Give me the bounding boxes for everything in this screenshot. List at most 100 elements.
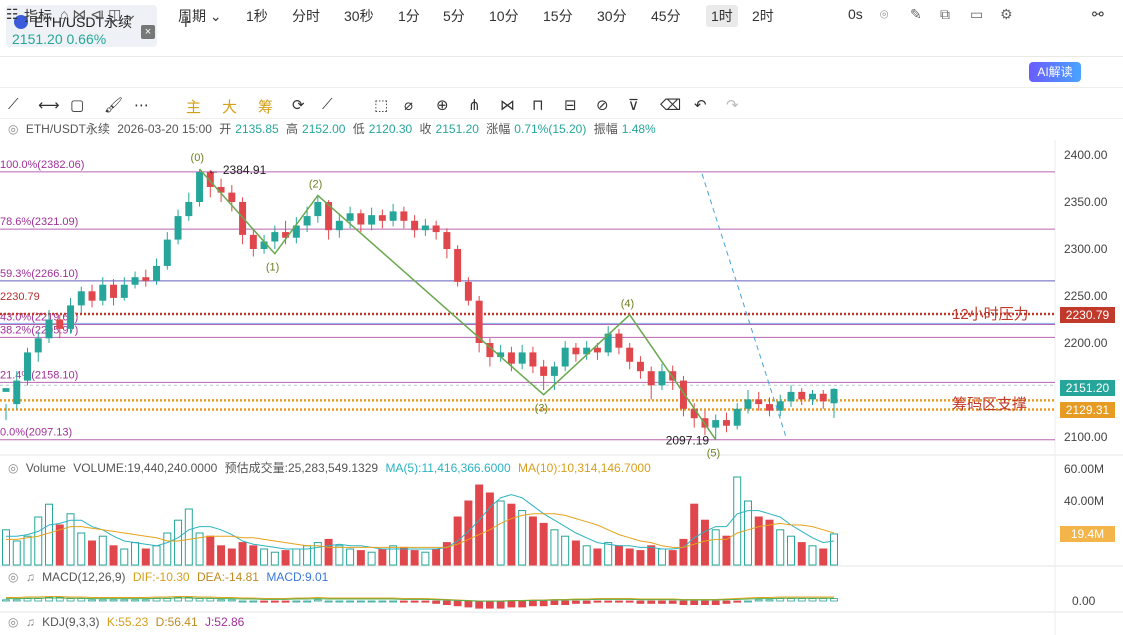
volume-current-tag: 19.4M (1060, 526, 1115, 542)
layout-icon[interactable]: ▭ (970, 6, 984, 22)
candle-body (561, 347, 569, 367)
interval-5[interactable]: 10分 (489, 8, 519, 24)
undo-icon[interactable]: ↶ (694, 97, 707, 114)
main-toggle[interactable]: 主 (186, 99, 202, 116)
candle-body (13, 380, 21, 405)
interval-1[interactable]: 分时 (292, 8, 320, 24)
wave-label: (4) (621, 298, 634, 310)
macd-bar (754, 599, 763, 602)
more-icon[interactable]: ⋯ (134, 97, 149, 114)
indicator-button[interactable]: 指标 (24, 8, 52, 24)
volume-bar (786, 535, 795, 566)
macd-bar (561, 600, 570, 605)
interval-8[interactable]: 45分 (651, 8, 681, 24)
volume-bar (528, 516, 537, 566)
volume-bar (700, 519, 709, 566)
interval-0[interactable]: 1秒 (246, 8, 268, 24)
macd-bar (658, 600, 666, 604)
macd-bar (238, 600, 247, 603)
zoom-icon[interactable]: ⊕ (436, 97, 449, 114)
link-icon[interactable]: ⋈ (500, 97, 515, 114)
trendline-icon[interactable]: ⟋ (8, 96, 19, 113)
macd-bar (507, 600, 516, 608)
low-annotation: 2097.19 (666, 434, 710, 448)
redo-icon[interactable]: ↷ (726, 97, 739, 114)
interval-7[interactable]: 30分 (597, 8, 627, 24)
macd-dea-line (6, 597, 834, 602)
volume-bar (206, 535, 215, 566)
plus-icon[interactable]: + (180, 12, 192, 34)
candle-body (260, 241, 268, 249)
interval-10[interactable]: 2时 (752, 8, 774, 24)
candle-body (486, 343, 494, 358)
fib-level-label: 38.2%(2205.97) (0, 324, 78, 336)
macd-bar (636, 600, 645, 604)
chip-toggle[interactable]: 筹 (258, 99, 274, 116)
candle-body (282, 232, 290, 238)
volume-bar (647, 545, 656, 566)
template-icon[interactable]: ⊟ (564, 97, 577, 114)
open-value: 2135.85 (235, 122, 279, 136)
macd-bar (744, 600, 752, 603)
interval-6[interactable]: 15分 (543, 8, 573, 24)
interval-3[interactable]: 1分 (398, 8, 420, 24)
candle-body (185, 202, 193, 217)
eye-icon[interactable]: ◎ (8, 122, 19, 136)
indicator-icon[interactable]: ☷ (6, 6, 19, 22)
eye-icon[interactable]: ◎ (8, 461, 19, 475)
share-icon[interactable]: ⚯ (1092, 6, 1104, 22)
eye-icon[interactable]: ◎ (8, 570, 19, 584)
rectangle-icon[interactable]: ▢ (70, 97, 85, 114)
sync-icon[interactable]: ⟳ (292, 97, 305, 114)
ruler-tool-icon[interactable]: ⟋ (322, 96, 333, 113)
macd-bar (12, 599, 21, 602)
pencil-icon[interactable]: ✎ (910, 6, 922, 22)
candle-body (658, 371, 666, 386)
volume-bar (582, 545, 591, 566)
wave-label: (0) (191, 152, 204, 164)
interval-9[interactable]: 1时 (706, 5, 738, 27)
macd-bar (313, 599, 322, 602)
macd-bar (711, 600, 720, 605)
bell-icon[interactable]: ♫ (25, 570, 35, 584)
share-window-icon[interactable]: ⧉ (940, 6, 950, 22)
macd-bar (77, 598, 86, 602)
volume-bar (217, 545, 226, 566)
measure-icon[interactable]: ⌀ (404, 97, 414, 114)
settings-icon[interactable]: ⚙ (1000, 6, 1013, 22)
chart-canvas[interactable]: 2400.002350.002300.002250.002200.002150.… (0, 140, 1123, 635)
eye-icon[interactable]: ◎ (8, 615, 19, 629)
ai-analysis-button[interactable]: AI解读 (1029, 62, 1081, 82)
hide-icon[interactable]: ⊘ (596, 97, 609, 114)
macd-bar (464, 600, 473, 608)
volume-bar (378, 548, 387, 566)
filter-icon[interactable]: ⊽ (628, 97, 639, 114)
select-icon[interactable]: ⬚ (374, 97, 389, 114)
macd-bar (292, 600, 301, 603)
trash-icon[interactable]: ⌫ (660, 97, 682, 114)
bell-icon[interactable]: ♫ (25, 615, 35, 629)
macd-bar (442, 600, 451, 605)
symbol-tab[interactable]: ETH/USDT永续 2151.20 0.66% × (6, 5, 157, 47)
period-button[interactable]: 周期 ⌄ (178, 8, 222, 24)
toolbar-misc-icons[interactable]: ⌂ ⋈ ⧏ ◫ ⌄ (60, 6, 137, 22)
macd-bar (270, 600, 279, 603)
horizontal-line-icon[interactable]: ⟷ (38, 97, 60, 114)
big-toggle[interactable]: 大 (222, 99, 238, 116)
camera-icon[interactable]: ⌾ (880, 6, 889, 22)
macd-bar (88, 599, 96, 602)
lock-icon[interactable]: ⊓ (532, 97, 544, 114)
interval-2[interactable]: 30秒 (344, 8, 374, 24)
candle-body (228, 192, 236, 202)
macd-bar (421, 600, 430, 603)
volume-bar (808, 545, 817, 566)
interval-4[interactable]: 5分 (443, 8, 465, 24)
macd-bar (227, 599, 236, 602)
info-time: 2026-03-20 15:00 (117, 122, 212, 136)
close-icon[interactable]: × (141, 25, 155, 39)
volume-ma5: MA(5):11,416,366.6000 (385, 461, 511, 475)
brush-icon[interactable]: 🖌 (104, 97, 124, 114)
magnet-icon[interactable]: ⋔ (468, 97, 481, 114)
tab-price: 2151.20 0.66% (12, 31, 106, 47)
seconds-label[interactable]: 0s (848, 6, 863, 22)
